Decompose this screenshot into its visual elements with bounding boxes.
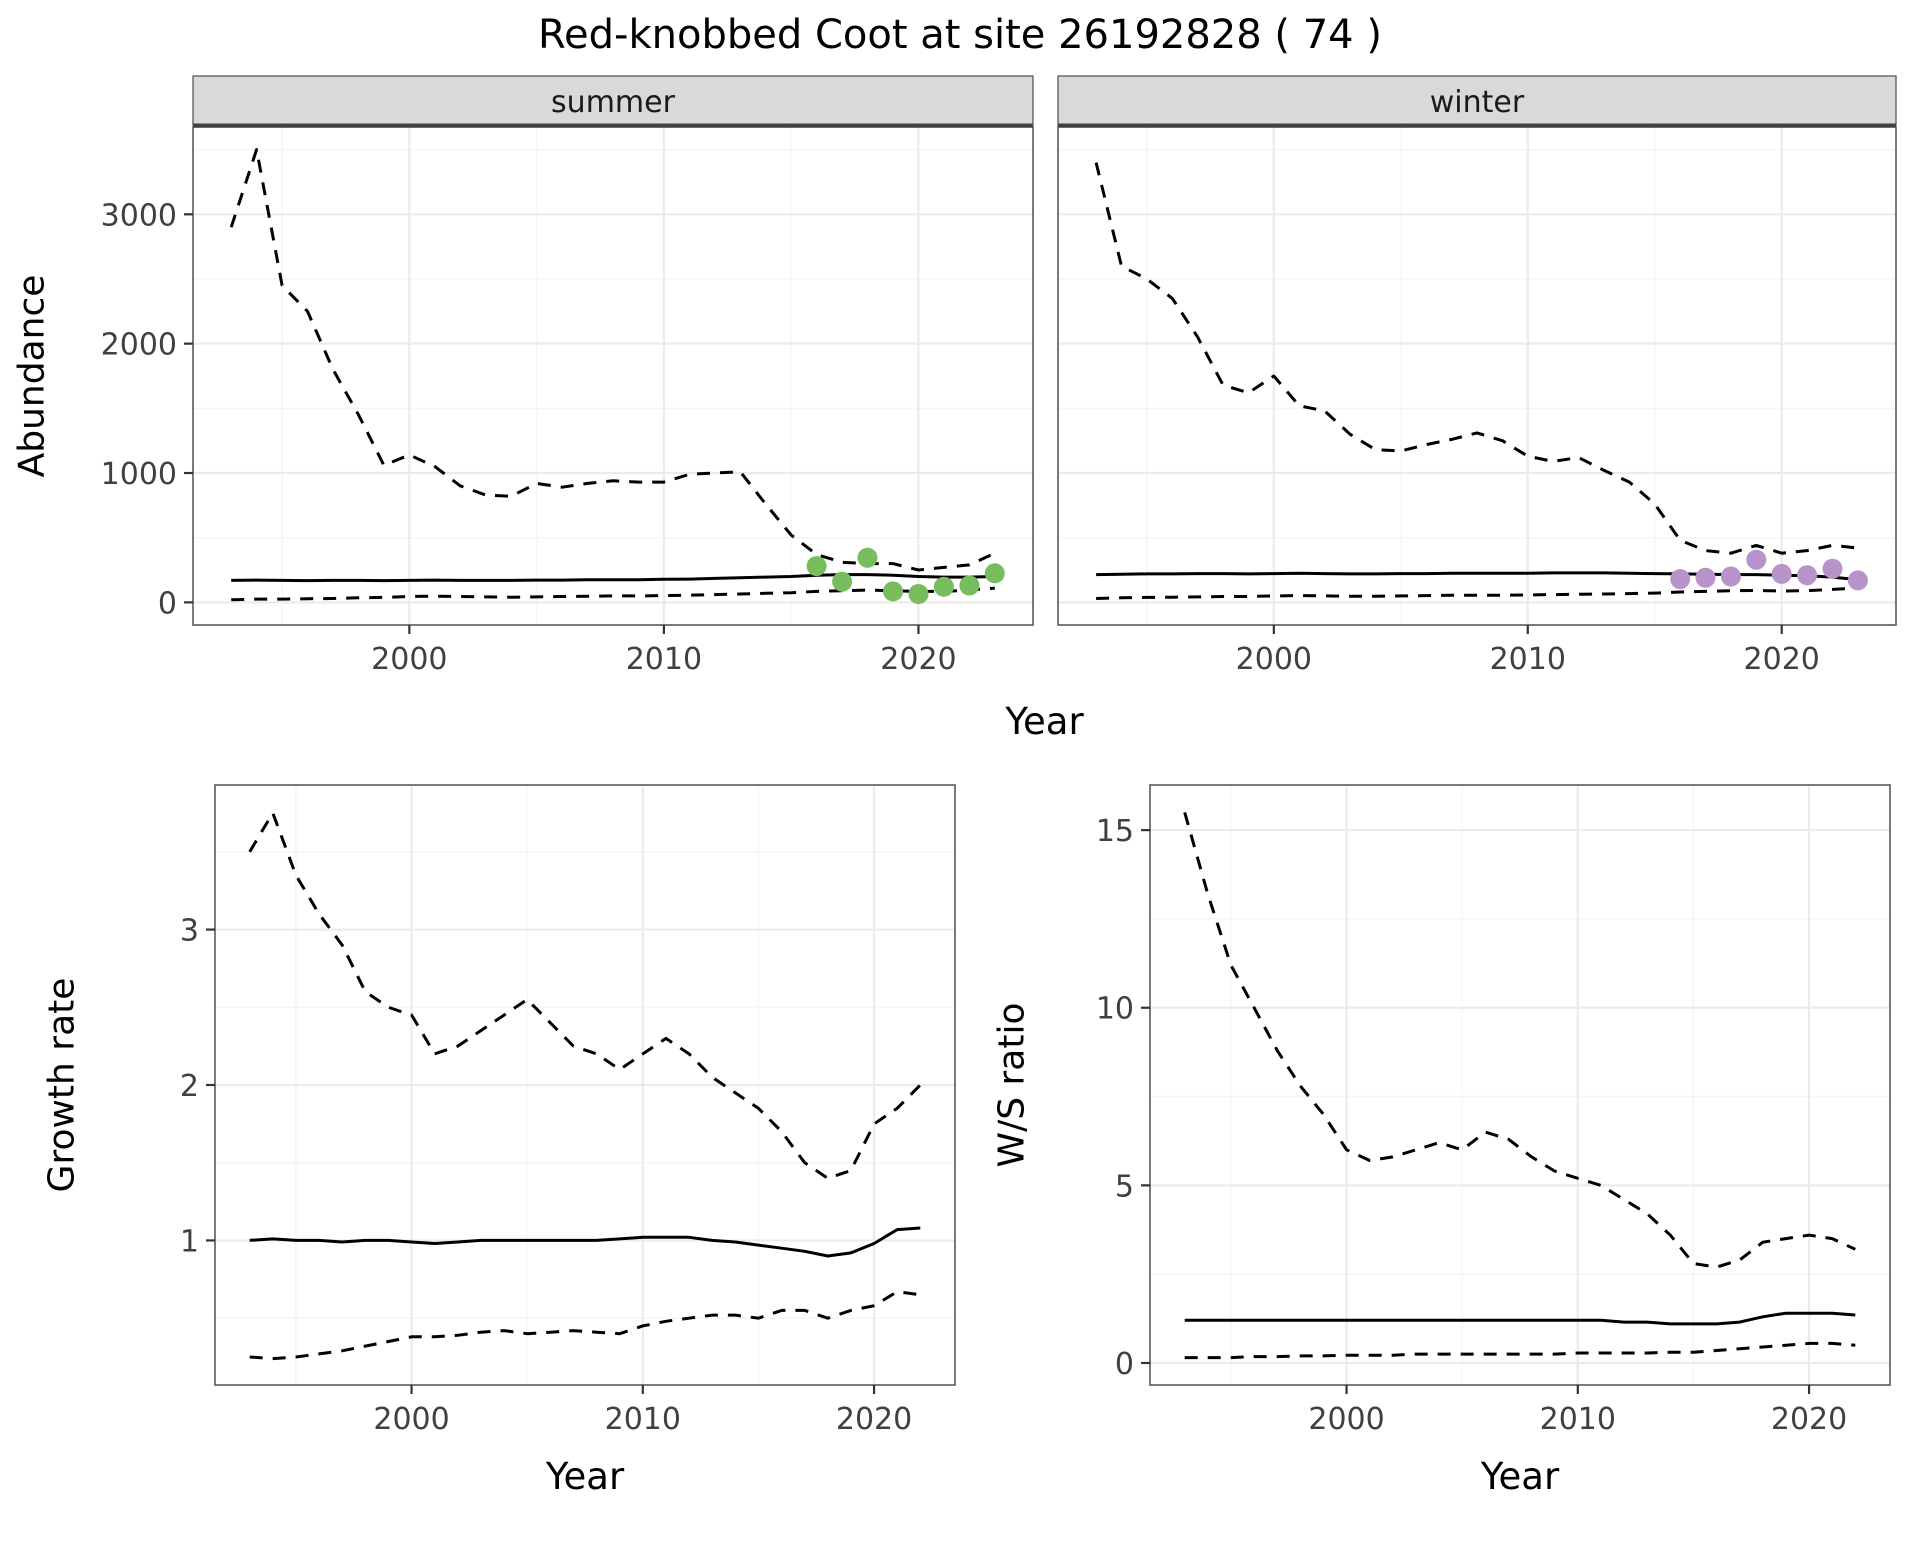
svg-text:2000: 2000 — [373, 1402, 449, 1437]
svg-text:2000: 2000 — [1236, 642, 1312, 677]
growth-rate-x-axis-label: Year — [545, 1455, 625, 1498]
svg-text:2010: 2010 — [626, 642, 702, 677]
chart-title: Red-knobbed Coot at site 26192828 ( 74 ) — [538, 12, 1382, 58]
top-x-axis-label: Year — [1005, 700, 1084, 743]
svg-text:2010: 2010 — [1490, 642, 1566, 677]
svg-text:2010: 2010 — [1540, 1402, 1616, 1437]
abundance-summer-chart: 2000 2010 2020 0 1000 2000 3000 summer — [101, 75, 1034, 677]
svg-text:2010: 2010 — [605, 1402, 681, 1437]
svg-text:2020: 2020 — [1744, 642, 1820, 677]
growth-rate-y-axis-label: Growth rate — [41, 977, 83, 1193]
svg-text:summer: summer — [551, 85, 676, 120]
svg-text:0: 0 — [1115, 1347, 1134, 1382]
svg-text:2020: 2020 — [836, 1402, 912, 1437]
ws-ratio-y-axis-label: W/S ratio — [991, 1002, 1033, 1168]
ws-ratio-chart: 2000 2010 2020 0 5 10 15 — [1096, 784, 1891, 1437]
svg-text:3: 3 — [180, 914, 199, 949]
svg-text:2020: 2020 — [880, 642, 956, 677]
svg-text:2000: 2000 — [101, 328, 177, 363]
svg-text:1: 1 — [180, 1224, 199, 1259]
svg-text:5: 5 — [1115, 1169, 1134, 1204]
svg-text:2: 2 — [180, 1069, 199, 1104]
abundance-y-axis-label: Abundance — [11, 274, 53, 478]
svg-text:10: 10 — [1096, 992, 1134, 1027]
svg-text:winter: winter — [1430, 85, 1525, 120]
abundance-winter-chart: 2000 2010 2020 winter — [1057, 75, 1897, 677]
svg-text:2020: 2020 — [1771, 1402, 1847, 1437]
svg-text:3000: 3000 — [101, 198, 177, 233]
svg-text:2000: 2000 — [371, 642, 447, 677]
svg-text:2000: 2000 — [1308, 1402, 1384, 1437]
svg-text:0: 0 — [158, 586, 177, 621]
svg-text:1000: 1000 — [101, 457, 177, 492]
ws-ratio-x-axis-label: Year — [1480, 1455, 1560, 1498]
svg-text:15: 15 — [1096, 814, 1134, 849]
growth-rate-chart: 2000 2010 2020 1 2 3 — [180, 784, 956, 1437]
